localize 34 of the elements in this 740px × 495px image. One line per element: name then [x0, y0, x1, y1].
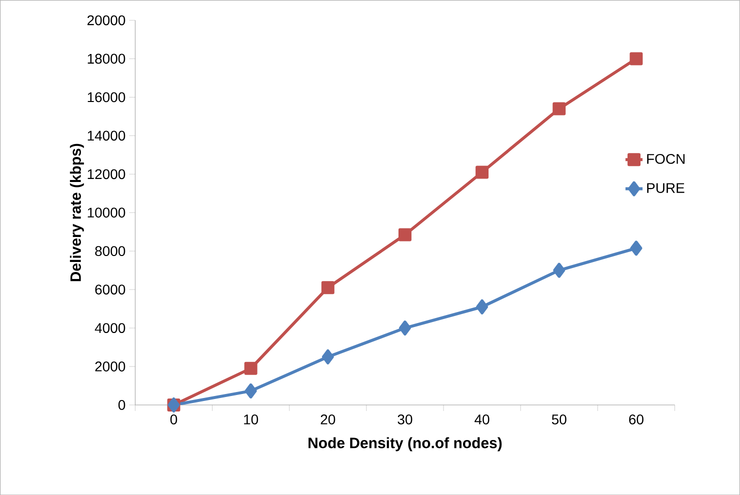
x-tick-label: 60 [629, 414, 644, 424]
y-tick-label: 14000 [88, 130, 126, 141]
legend-label: PURE [647, 183, 684, 193]
y-axis-title: Delivery rate (kbps) [70, 144, 84, 282]
y-tick-label: 10000 [88, 208, 126, 218]
point [630, 52, 643, 66]
y-tick-label: 20000 [87, 15, 126, 26]
point [553, 262, 566, 278]
point [244, 362, 258, 375]
point [476, 299, 488, 314]
point [321, 281, 334, 294]
point [398, 228, 412, 242]
y-tick-label: 4000 [94, 322, 126, 333]
y-tick-label: 0 [118, 400, 126, 410]
point [398, 320, 411, 336]
point [322, 349, 334, 364]
x-tick-label: 30 [398, 414, 412, 424]
y-tick-label: 6000 [95, 284, 126, 294]
y-tick-label: 8000 [95, 246, 126, 256]
point [630, 240, 642, 256]
x-tick-label: 0 [170, 414, 178, 424]
y-tick-label: 12000 [88, 169, 126, 180]
point [552, 102, 566, 116]
y-tick-label: 18000 [88, 54, 126, 64]
point [244, 383, 257, 398]
point [476, 166, 489, 179]
x-tick-label: 50 [552, 414, 566, 424]
x-tick-label: 20 [320, 414, 336, 424]
legend-label: FOCN [647, 154, 685, 164]
y-tick-label: 16000 [88, 92, 126, 102]
x-axis-title: Node Density (no.of nodes) [308, 437, 502, 452]
y-tick-label: 2000 [95, 361, 126, 372]
x-tick-label: 10 [244, 414, 258, 424]
x-tick-label: 40 [474, 414, 490, 424]
